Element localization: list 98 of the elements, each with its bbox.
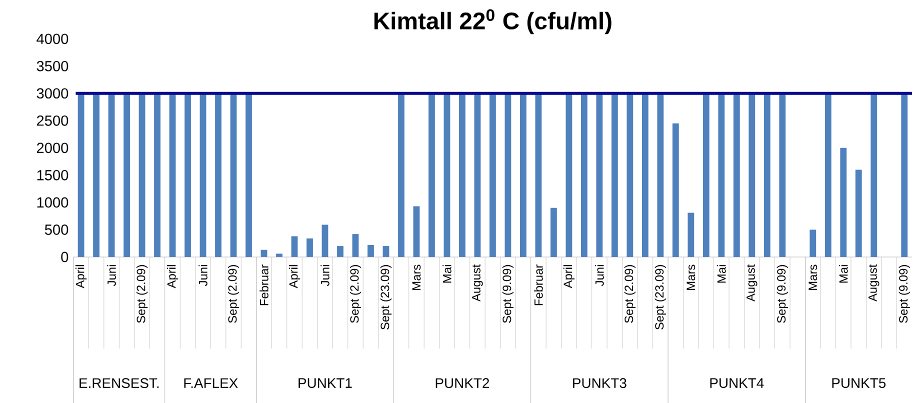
- x-tick-label: Sept (2.09): [136, 264, 148, 323]
- bar: [398, 93, 404, 257]
- y-tick-label: 2500: [36, 115, 68, 126]
- x-tick-label: Mars: [686, 264, 696, 290]
- x-tick-label: Mars: [808, 264, 818, 290]
- x-tick-label: Juni: [595, 264, 604, 286]
- x-tick-label: August: [746, 264, 758, 302]
- x-tick-label: April: [288, 264, 300, 288]
- bar: [520, 93, 526, 257]
- bar: [901, 93, 908, 257]
- text: F.AFLEX: [184, 378, 238, 388]
- bar: [810, 230, 816, 257]
- bar: [642, 93, 648, 257]
- x-tick-label: Juni: [320, 264, 330, 286]
- x-tick-label: Mai: [839, 264, 848, 282]
- bar: [779, 93, 786, 257]
- bar: [382, 246, 390, 257]
- bar: [154, 93, 160, 257]
- bar: [764, 93, 770, 257]
- x-tick-label: August: [868, 264, 880, 302]
- x-tick-label: August: [472, 264, 483, 302]
- y-tick-label: 2000: [36, 142, 68, 153]
- chart-title: Kimtall 22$^{0}$ C (cfu/ml): [374, 9, 612, 34]
- x-tick-label: Juni: [198, 264, 208, 286]
- bar: [413, 206, 420, 257]
- bar: [322, 224, 328, 257]
- x-tick-label: Mars: [412, 264, 421, 290]
- text: PUNKT1: [298, 378, 352, 388]
- bar: [672, 123, 679, 257]
- x-tick-label: Mai: [442, 264, 452, 282]
- x-tick-label: Sept (9.09): [898, 264, 910, 323]
- bar: [215, 93, 222, 257]
- text: E.RENSEST.: [80, 378, 159, 388]
- bar: [855, 170, 862, 257]
- y-tick-label: 3500: [36, 60, 68, 72]
- text: PUNKT2: [436, 378, 490, 388]
- bar: [291, 236, 298, 257]
- bar: [200, 93, 206, 257]
- bar: [870, 93, 878, 257]
- x-tick-label: Mai: [717, 264, 726, 282]
- bar: [230, 93, 237, 257]
- bar: [626, 93, 634, 257]
- bar: [108, 93, 115, 257]
- y-tick-label: 1000: [37, 197, 68, 208]
- bar: [337, 246, 344, 257]
- bar: [596, 93, 603, 257]
- x-tick-label: Sept (23.09): [380, 264, 392, 330]
- x-tick-label: April: [75, 264, 87, 288]
- x-tick-label: Februar: [534, 264, 543, 305]
- bar: [688, 212, 694, 257]
- bar: [566, 93, 572, 257]
- y-tick-label: 3000: [36, 88, 68, 98]
- x-tick-label: Sept (2.09): [228, 264, 240, 323]
- x-tick-label: Juni: [107, 264, 116, 286]
- bar: [184, 93, 191, 257]
- bar: [490, 93, 496, 257]
- bar: [504, 93, 512, 257]
- bar: [748, 93, 756, 257]
- bar: [260, 250, 268, 257]
- bar: [702, 93, 710, 257]
- bar: [474, 93, 481, 257]
- bar: [840, 148, 847, 257]
- bar: [824, 93, 832, 257]
- bar: [169, 93, 176, 257]
- bar: [611, 93, 618, 257]
- x-tick-label: April: [166, 264, 178, 288]
- x-tick-label: Sept (2.09): [350, 264, 362, 323]
- bar: [368, 244, 374, 257]
- text: PUNKT4: [710, 378, 764, 388]
- bar: [352, 234, 359, 257]
- y-tick-label: 0: [61, 252, 68, 262]
- bar: [550, 208, 557, 257]
- text: PUNKT5: [832, 378, 886, 388]
- bar: [78, 93, 84, 257]
- x-tick-label: Sept (9.09): [776, 264, 788, 323]
- bar: [580, 93, 588, 257]
- bar: [138, 93, 146, 257]
- bar: [428, 93, 435, 257]
- x-tick-label: April: [563, 264, 575, 288]
- y-tick-label: 1500: [37, 170, 68, 180]
- text: PUNKT3: [573, 378, 626, 388]
- y-tick-label: 500: [44, 224, 68, 235]
- x-tick-label: Sept (23.09): [654, 264, 666, 330]
- bar: [444, 93, 450, 257]
- x-tick-label: Sept (9.09): [502, 264, 514, 323]
- bar: [246, 93, 252, 257]
- y-tick-label: 4000: [36, 34, 68, 44]
- bar: [718, 93, 725, 257]
- bar: [535, 93, 542, 257]
- bar: [276, 254, 282, 257]
- bar: [657, 93, 664, 257]
- bar: [93, 93, 100, 257]
- x-tick-label: Sept (2.09): [624, 264, 636, 323]
- bar: [306, 238, 313, 257]
- bar: [733, 93, 740, 257]
- bar: [124, 93, 130, 257]
- x-tick-label: Februar: [260, 264, 268, 305]
- bar: [459, 93, 466, 257]
